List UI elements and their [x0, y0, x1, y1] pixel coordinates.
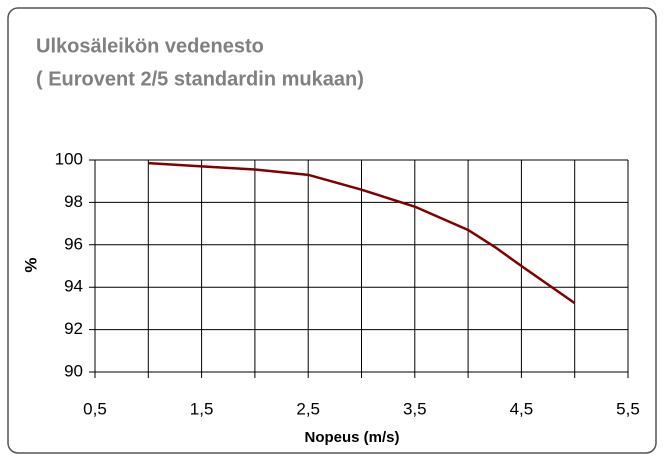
data-line	[148, 161, 576, 305]
chart-title: Ulkosäleikön vedenesto	[36, 35, 264, 57]
x-tick-label: 0,5	[83, 399, 107, 418]
x-tick-label: 5,5	[616, 399, 640, 418]
chart-subtitle: ( Eurovent 2/5 standardin mukaan)	[36, 68, 364, 90]
y-tick-label: 92	[64, 319, 83, 338]
y-axis-label: %	[21, 257, 40, 272]
y-tick-label: 94	[64, 277, 83, 296]
y-tick-label: 90	[64, 361, 83, 380]
x-tick-label: 3,5	[403, 399, 427, 418]
x-axis-label: Nopeus (m/s)	[304, 429, 399, 446]
x-tick-label: 1,5	[190, 399, 214, 418]
y-tick-label: 100	[55, 149, 83, 168]
y-tick-label: 96	[64, 234, 83, 253]
chart-frame	[7, 7, 657, 454]
x-tick-label: 4,5	[510, 399, 534, 418]
x-tick-label: 2,5	[296, 399, 320, 418]
y-tick-label: 98	[64, 192, 83, 211]
